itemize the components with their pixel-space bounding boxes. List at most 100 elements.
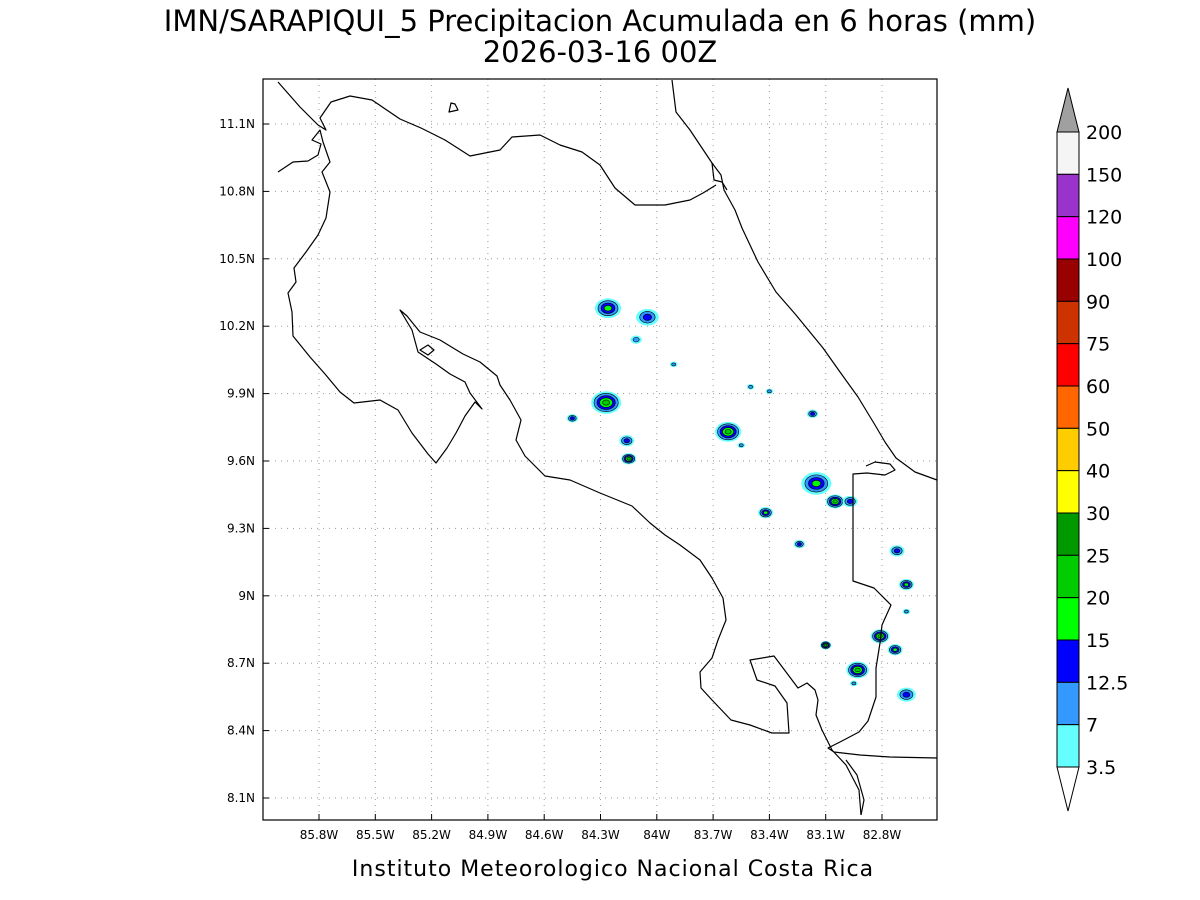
colorbar-box xyxy=(1056,724,1080,768)
colorbar-label: 7 xyxy=(1086,715,1098,737)
lon-tick-label: 84.3W xyxy=(581,828,620,842)
precip-cell xyxy=(898,578,914,591)
lon-tick-label: 83.7W xyxy=(694,828,733,842)
nicoya-lagoon xyxy=(419,344,435,356)
lat-tick-label: 11.1N xyxy=(219,117,255,131)
precip-contour-level-4 xyxy=(824,643,828,647)
precip-cell xyxy=(801,472,832,495)
lon-tick-label: 83.4W xyxy=(750,828,789,842)
precip-cell xyxy=(793,539,806,549)
colorbar-box xyxy=(1056,343,1080,387)
lat-tick-label: 9.3N xyxy=(227,521,255,535)
colorbar-box xyxy=(1056,512,1080,556)
precip-cell xyxy=(619,435,635,447)
precip-contour-level-4 xyxy=(832,499,838,504)
precip-contour-level-2 xyxy=(623,438,630,444)
precip-cell xyxy=(825,494,845,509)
map-title-line2: 2026-03-16 00Z xyxy=(483,35,718,69)
precip-cell xyxy=(594,298,622,319)
precip-cell xyxy=(870,629,890,644)
lon-tick-label: 85.5W xyxy=(356,828,395,842)
precip-cell xyxy=(758,507,774,519)
colorbar-box xyxy=(1056,300,1080,345)
precip-contour-level-1 xyxy=(748,385,753,389)
colorbar-box xyxy=(1056,131,1080,175)
map-background xyxy=(263,79,937,820)
precip-contour-level-1 xyxy=(738,443,744,448)
colorbar-box xyxy=(1056,681,1080,726)
lat-tick-label: 10.8N xyxy=(219,184,255,198)
lat-tick-label: 8.7N xyxy=(227,656,255,670)
colorbar-label: 30 xyxy=(1086,503,1110,525)
precip-cell xyxy=(621,453,637,465)
lon-tick-label: 82.8W xyxy=(863,828,902,842)
lat-tick-label: 9.6N xyxy=(227,454,255,468)
lon-tick-label: 84.6W xyxy=(525,828,564,842)
map-title-line1: IMN/SARAPIQUI_5 Precipitacion Acumulada … xyxy=(164,4,1036,38)
precip-cell xyxy=(896,687,916,702)
precip-cell xyxy=(636,308,659,326)
colorbar-label: 25 xyxy=(1086,545,1110,567)
lon-tick-label: 83.1W xyxy=(806,828,845,842)
precip-contour-level-1 xyxy=(632,337,640,343)
colorbar-label: 50 xyxy=(1086,418,1110,440)
lat-tick-label: 9.9N xyxy=(227,387,255,401)
colorbar-label: 75 xyxy=(1086,334,1110,356)
lon-tick-label: 85.2W xyxy=(412,828,451,842)
colorbar-box xyxy=(1056,173,1080,218)
longitude-axis: 85.8W 85.5W 85.2W 84.9W 84.6W 84.3W 84W 83.7W 83… xyxy=(300,814,902,842)
colorbar-label: 12.5 xyxy=(1086,672,1128,694)
lat-tick-label: 8.1N xyxy=(227,791,255,805)
precip-cell xyxy=(902,608,911,615)
lat-tick-label: 8.4N xyxy=(227,724,255,738)
precip-cell xyxy=(850,680,858,687)
colorbar-label: 40 xyxy=(1086,461,1110,483)
lat-tick-label: 9N xyxy=(238,589,255,603)
precip-cell xyxy=(630,335,642,344)
precip-contour-level-1 xyxy=(851,681,857,686)
colorbar-label: 15 xyxy=(1086,630,1110,652)
lon-tick-label: 84.9W xyxy=(469,828,508,842)
precip-contour-level-2 xyxy=(810,411,815,416)
precip-contour-level-2 xyxy=(893,548,901,554)
lake-shore-line xyxy=(277,81,717,206)
latitude-axis: 11.1N 10.8N 10.5N 10.2N 9.9N 9.6N 9.3N 9N 8.7N 8.… xyxy=(219,117,269,805)
precip-contour-level-1 xyxy=(671,362,676,367)
precip-contour-level-4 xyxy=(626,457,631,461)
precip-contour-level-3 xyxy=(763,510,769,515)
colorbar-box xyxy=(1056,385,1080,429)
colorbar-label: 90 xyxy=(1086,291,1110,313)
precip-cell xyxy=(737,442,746,449)
precipitation-layer xyxy=(566,298,916,702)
precip-cell xyxy=(820,641,832,650)
river-mouth xyxy=(711,162,728,191)
colorbar-box xyxy=(1056,470,1080,514)
precip-cell xyxy=(746,384,755,390)
precip-cell xyxy=(566,414,578,423)
precip-cell xyxy=(591,391,622,414)
panama-border-south xyxy=(845,759,865,816)
colorbar-label: 200 xyxy=(1086,122,1122,144)
lat-tick-label: 10.5N xyxy=(219,252,255,266)
precip-cell xyxy=(846,661,869,679)
colorbar-label: 20 xyxy=(1086,588,1110,610)
colorbar-arrow-top xyxy=(1056,87,1080,133)
precip-cell xyxy=(669,361,678,368)
colorbar-label: 60 xyxy=(1086,376,1110,398)
colorbar-label: 100 xyxy=(1086,249,1122,271)
precip-contour-level-1 xyxy=(767,389,772,394)
precip-contour-level-2 xyxy=(846,499,854,504)
precip-cell xyxy=(887,644,903,656)
precip-cell xyxy=(842,495,858,508)
panama-border xyxy=(827,461,938,759)
precip-contour-level-4 xyxy=(602,399,610,406)
precip-contour-level-2 xyxy=(642,313,652,321)
precip-contour-level-4 xyxy=(724,429,732,435)
lake-island xyxy=(448,102,459,113)
precip-cell xyxy=(765,388,774,395)
precip-contour-level-3 xyxy=(892,647,898,652)
colorbar-box xyxy=(1056,258,1080,302)
map-gridlines xyxy=(263,79,937,820)
lon-tick-label: 85.8W xyxy=(300,828,339,842)
